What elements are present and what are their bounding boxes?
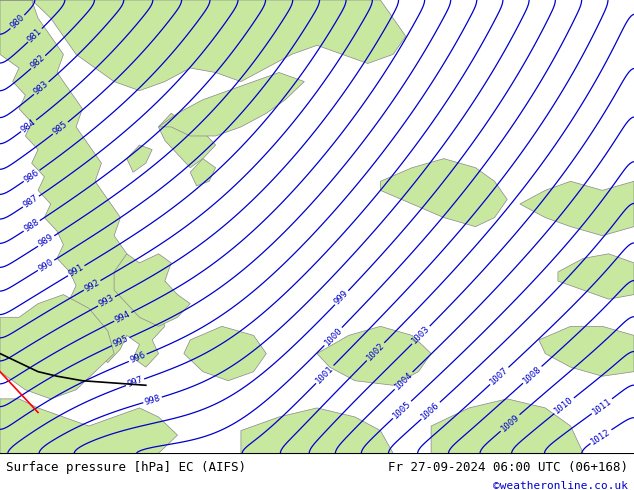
Text: 986: 986 — [22, 168, 41, 184]
Text: 1005: 1005 — [391, 399, 413, 420]
Text: 1011: 1011 — [591, 396, 613, 416]
Text: 982: 982 — [29, 53, 47, 71]
Polygon shape — [380, 159, 507, 226]
Polygon shape — [0, 399, 178, 453]
Text: 983: 983 — [32, 79, 50, 97]
Text: 985: 985 — [51, 120, 70, 137]
Text: 988: 988 — [23, 218, 41, 234]
Text: 1004: 1004 — [392, 370, 415, 392]
Text: 997: 997 — [126, 375, 144, 389]
Polygon shape — [241, 408, 393, 453]
Text: 1003: 1003 — [410, 324, 432, 346]
Text: 990: 990 — [37, 257, 55, 273]
Polygon shape — [184, 326, 266, 381]
Text: 987: 987 — [22, 194, 40, 210]
Text: 994: 994 — [113, 309, 132, 324]
Text: 1002: 1002 — [365, 341, 386, 363]
Text: 1009: 1009 — [499, 413, 521, 434]
Text: 992: 992 — [83, 277, 101, 294]
Polygon shape — [0, 294, 114, 399]
Text: 1007: 1007 — [488, 366, 510, 387]
Polygon shape — [0, 0, 406, 91]
Text: 1012: 1012 — [590, 427, 612, 446]
Text: Surface pressure [hPa] EC (AIFS): Surface pressure [hPa] EC (AIFS) — [6, 461, 247, 474]
Text: 980: 980 — [8, 13, 27, 31]
Text: 984: 984 — [20, 117, 38, 134]
Text: 1000: 1000 — [322, 326, 344, 347]
Text: 1010: 1010 — [553, 395, 575, 416]
Text: 1006: 1006 — [420, 400, 442, 421]
Text: 989: 989 — [37, 233, 55, 249]
Polygon shape — [431, 399, 583, 453]
Polygon shape — [317, 326, 431, 385]
Text: 996: 996 — [129, 350, 147, 365]
Polygon shape — [158, 109, 216, 168]
Polygon shape — [539, 326, 634, 376]
Polygon shape — [520, 181, 634, 236]
Text: ©weatheronline.co.uk: ©weatheronline.co.uk — [493, 481, 628, 490]
Polygon shape — [558, 254, 634, 299]
Polygon shape — [114, 254, 190, 326]
Text: 995: 995 — [112, 334, 130, 349]
Text: 981: 981 — [26, 26, 44, 44]
Polygon shape — [0, 0, 171, 367]
Polygon shape — [158, 73, 304, 136]
Text: 1001: 1001 — [314, 364, 335, 385]
Text: Fr 27-09-2024 06:00 UTC (06+168): Fr 27-09-2024 06:00 UTC (06+168) — [387, 461, 628, 474]
Text: 991: 991 — [67, 263, 86, 279]
Text: 993: 993 — [97, 294, 115, 309]
Polygon shape — [190, 159, 216, 186]
Polygon shape — [127, 145, 152, 172]
Text: 1008: 1008 — [521, 364, 543, 385]
Text: 998: 998 — [143, 393, 162, 407]
Text: 999: 999 — [333, 289, 351, 307]
